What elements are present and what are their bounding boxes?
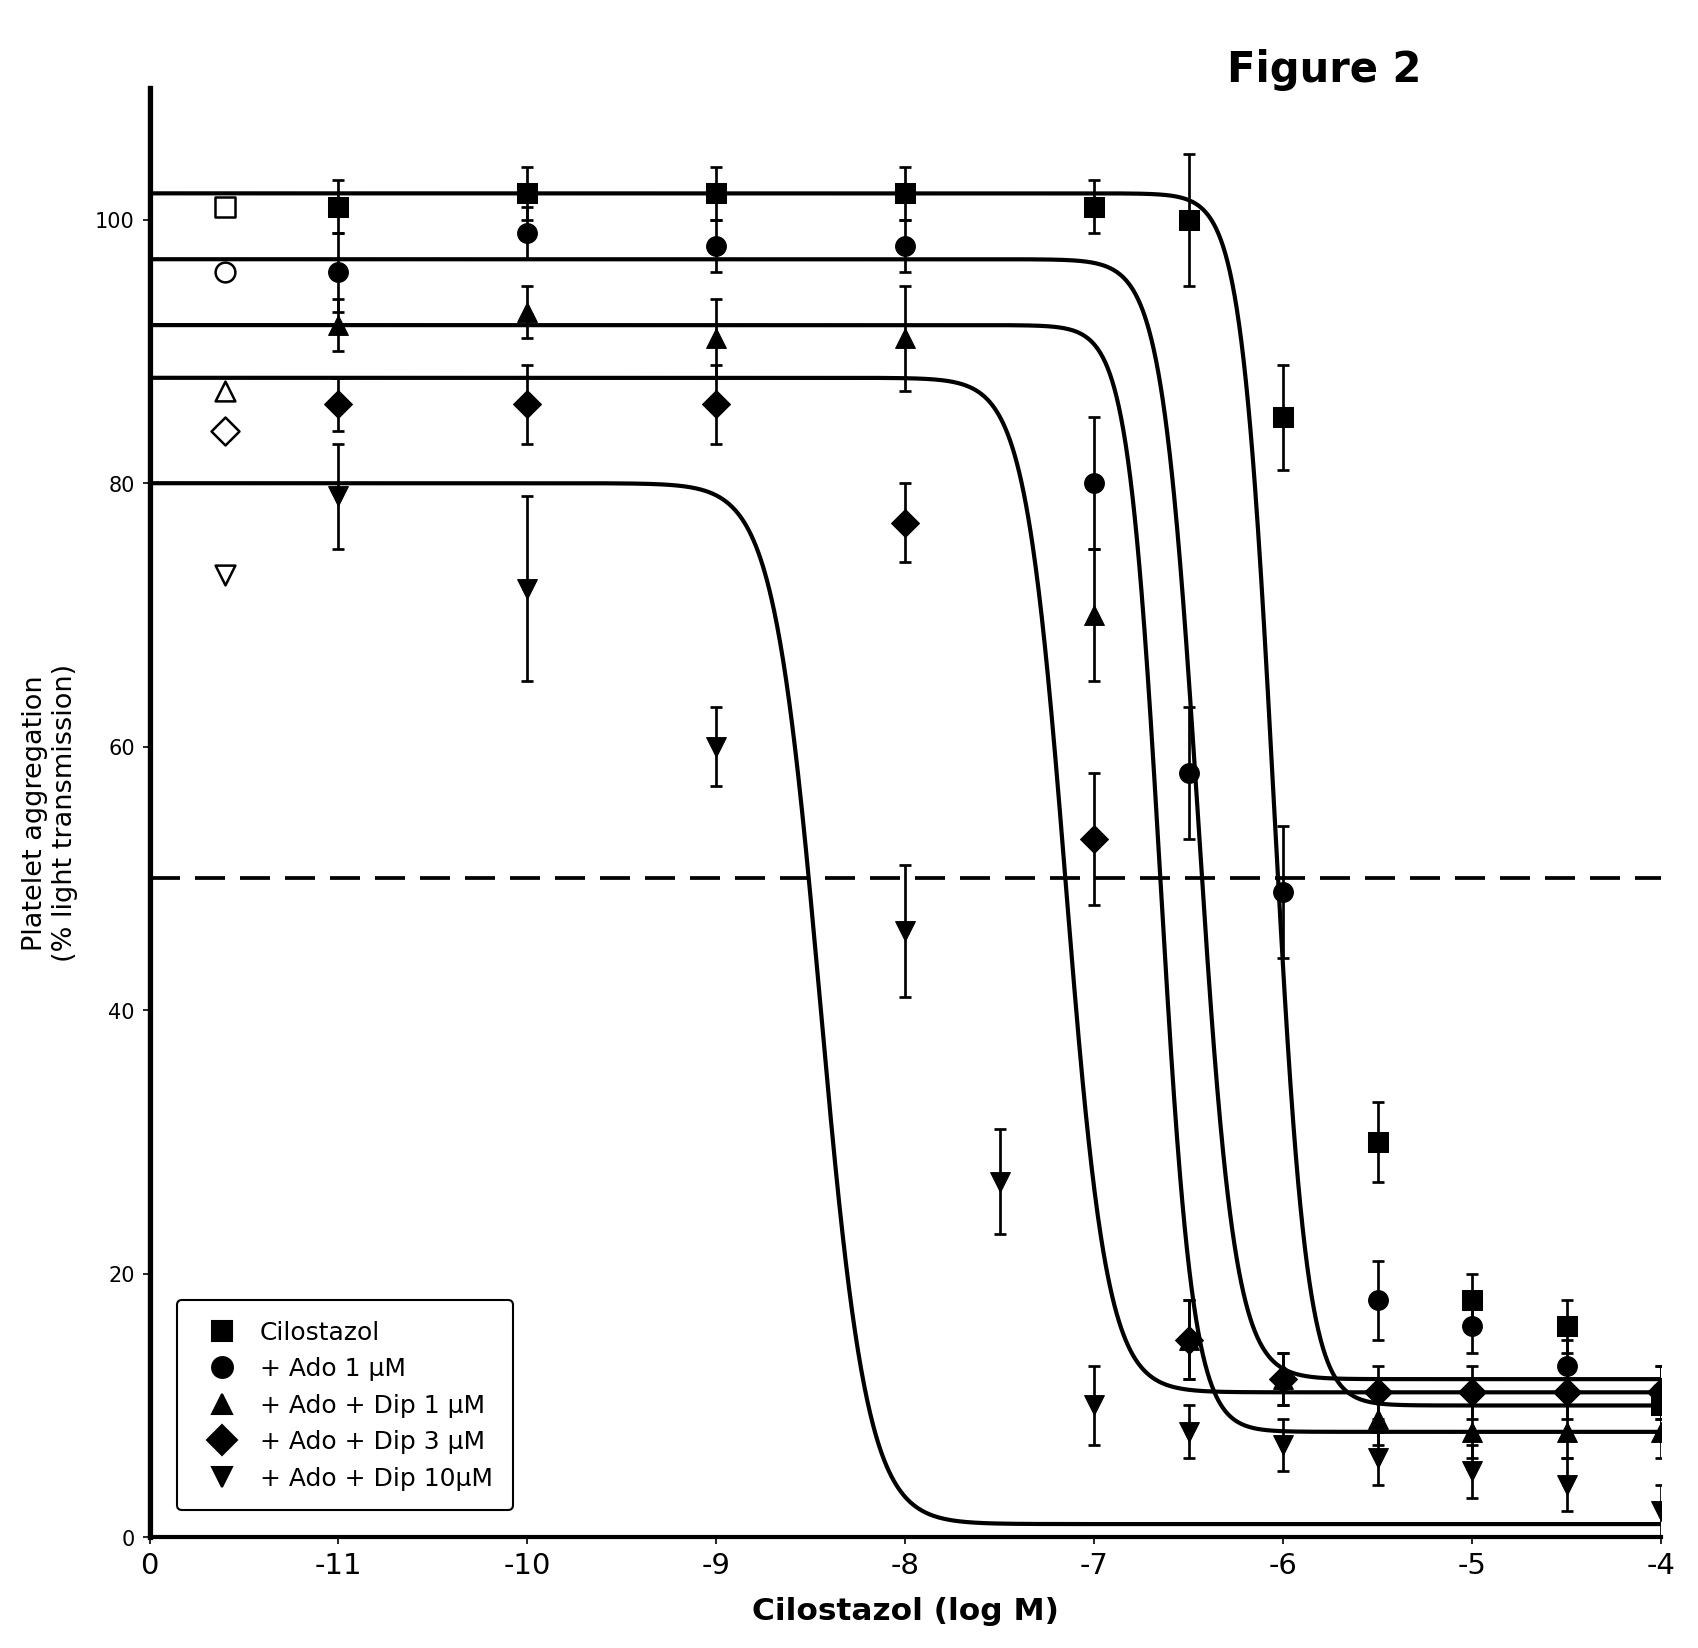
Point	[1459, 1379, 1486, 1406]
Point	[514, 300, 542, 326]
Point	[1270, 878, 1297, 905]
Point	[212, 377, 239, 404]
Point	[1270, 404, 1297, 430]
Point	[987, 1168, 1014, 1195]
Point	[1459, 1419, 1486, 1445]
Point	[1459, 1313, 1486, 1340]
Point	[1363, 1129, 1391, 1155]
Point	[1270, 1432, 1297, 1458]
Point	[324, 483, 351, 509]
Point	[1647, 1379, 1674, 1406]
Point	[1080, 470, 1107, 496]
Point	[1175, 208, 1202, 234]
Point	[703, 181, 730, 208]
Point	[324, 260, 351, 287]
Point	[1270, 1366, 1297, 1393]
Point	[324, 391, 351, 417]
Point	[1080, 1393, 1107, 1419]
Point	[1459, 1287, 1486, 1313]
Point	[1647, 1498, 1674, 1524]
Point	[1363, 1379, 1391, 1406]
Point	[514, 181, 542, 208]
Point	[1080, 826, 1107, 852]
Point	[1554, 1472, 1581, 1498]
Point	[703, 326, 730, 353]
Point	[514, 391, 542, 417]
Point	[1175, 1419, 1202, 1445]
Point	[1554, 1419, 1581, 1445]
Text: Figure 2: Figure 2	[1228, 49, 1421, 91]
Point	[1647, 1419, 1674, 1445]
Point	[514, 221, 542, 247]
Point	[1554, 1313, 1581, 1340]
Point	[212, 562, 239, 588]
Point	[324, 194, 351, 221]
Point	[891, 326, 919, 353]
Point	[1080, 194, 1107, 221]
X-axis label: Cilostazol (log M): Cilostazol (log M)	[752, 1597, 1060, 1625]
Point	[1175, 1327, 1202, 1353]
Point	[1647, 1393, 1674, 1419]
Point	[1363, 1445, 1391, 1472]
Legend: Cilostazol, + Ado 1 μM, + Ado + Dip 1 μM, + Ado + Dip 3 μM, + Ado + Dip 10μM: Cilostazol, + Ado 1 μM, + Ado + Dip 1 μM…	[177, 1300, 513, 1510]
Point	[212, 194, 239, 221]
Point	[1270, 1366, 1297, 1393]
Point	[1175, 1327, 1202, 1353]
Point	[1363, 1406, 1391, 1432]
Point	[891, 234, 919, 260]
Point	[1363, 1287, 1391, 1313]
Point	[1647, 1379, 1674, 1406]
Point	[514, 575, 542, 602]
Y-axis label: Platelet aggregation
(% light transmission): Platelet aggregation (% light transmissi…	[22, 664, 78, 962]
Point	[891, 509, 919, 536]
Point	[212, 260, 239, 287]
Point	[1554, 1379, 1581, 1406]
Point	[1459, 1458, 1486, 1485]
Point	[1175, 760, 1202, 786]
Point	[891, 918, 919, 944]
Point	[703, 234, 730, 260]
Point	[703, 391, 730, 417]
Point	[212, 417, 239, 443]
Point	[1080, 602, 1107, 628]
Point	[324, 313, 351, 339]
Point	[1554, 1353, 1581, 1379]
Point	[891, 181, 919, 208]
Point	[703, 733, 730, 760]
